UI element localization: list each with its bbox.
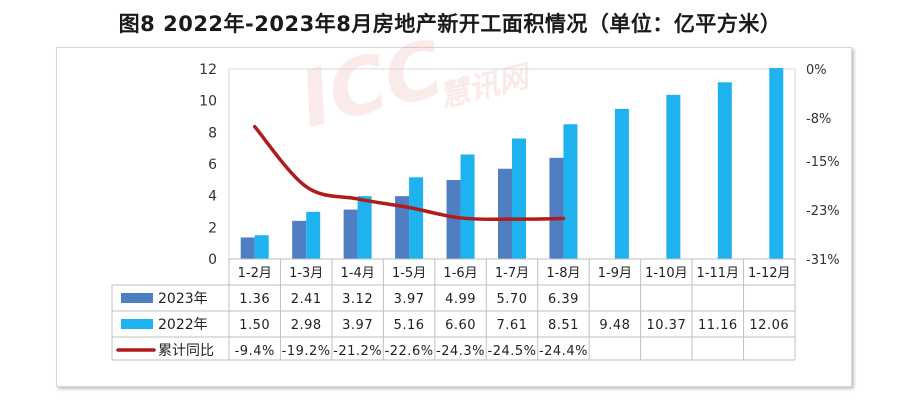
x-tick-label: 1-7月: [495, 266, 529, 281]
data-label-2022年-1-9月: 9.48: [599, 318, 630, 333]
line-point-1-3月: [304, 185, 308, 188]
bar-2022年-1-5月: [409, 177, 424, 259]
line-point-1-4月: [356, 197, 359, 201]
data-label-2023年-1-6月: 4.99: [445, 292, 476, 307]
y-right-tick-label: 0%: [806, 63, 827, 78]
data-label-累计同比-1-2月: -9.4%: [235, 344, 275, 359]
bar-2022年-1-11月: [717, 82, 732, 259]
bar-2022年-1-6月: [460, 154, 475, 259]
data-label-累计同比-1-7月: -24.5%: [488, 344, 537, 359]
legend-swatch-2023年: [121, 293, 153, 303]
x-tick-label: 1-12月: [748, 266, 791, 281]
bar-2022年-1-9月: [614, 108, 629, 260]
legend-swatch-2022年: [121, 319, 153, 329]
bar-2023年-1-6月: [446, 179, 461, 259]
x-tick-label: 1-9月: [598, 266, 632, 281]
y-left-tick-label: 8: [208, 125, 217, 141]
y-left-tick-label: 0: [208, 252, 217, 268]
data-label-2022年-1-2月: 1.50: [239, 318, 270, 333]
x-tick-label: 1-2月: [238, 266, 272, 281]
y-left-tick-label: 2: [208, 220, 217, 236]
x-tick-label: 1-10月: [645, 266, 688, 281]
data-label-2022年-1-4月: 3.97: [342, 318, 373, 333]
x-tick-label: 1-8月: [546, 266, 580, 281]
data-label-2022年-1-10月: 10.37: [647, 318, 687, 333]
bar-2022年-1-10月: [666, 94, 681, 259]
data-label-累计同比-1-8月: -24.4%: [539, 344, 588, 359]
data-label-2023年-1-4月: 3.12: [342, 292, 373, 307]
bar-2022年-1-3月: [306, 211, 321, 259]
data-label-2022年-1-7月: 7.61: [497, 318, 528, 333]
legend-label-2023年: 2023年: [158, 291, 208, 307]
data-label-2022年-1-12月: 12.06: [749, 318, 789, 333]
data-label-累计同比-1-5月: -22.6%: [385, 344, 434, 359]
data-label-2022年-1-3月: 2.98: [291, 318, 322, 333]
data-label-累计同比-1-3月: -19.2%: [282, 344, 331, 359]
y-left-tick-label: 4: [208, 189, 217, 205]
bar-2022年-1-12月: [769, 68, 784, 259]
bar-2023年-1-7月: [498, 168, 512, 259]
data-label-累计同比-1-6月: -24.3%: [436, 344, 485, 359]
x-tick-label: 1-4月: [341, 266, 375, 281]
x-tick-label: 1-3月: [289, 266, 323, 281]
bar-2023年-1-5月: [395, 196, 410, 259]
y-right-tick-label: -31%: [806, 253, 840, 268]
y-left-tick-label: 12: [199, 62, 217, 78]
data-label-2023年-1-8月: 6.39: [548, 292, 579, 307]
chart-title: 图8 2022年-2023年8月房地产新开工面积情况（单位：亿平方米）: [118, 12, 782, 36]
data-label-2022年-1-6月: 6.60: [445, 318, 476, 333]
legend-label-2022年: 2022年: [158, 317, 208, 333]
line-point-1-2月: [253, 125, 256, 128]
legend-label-累计同比: 累计同比: [158, 343, 214, 359]
data-label-2023年-1-5月: 3.97: [394, 292, 425, 307]
data-label-2023年-1-3月: 2.41: [291, 292, 322, 307]
y-right-tick-label: -15%: [806, 155, 840, 170]
x-tick-label: 1-11月: [697, 266, 740, 281]
data-label-2022年-1-8月: 8.51: [548, 318, 579, 333]
data-label-2023年-1-7月: 5.70: [497, 292, 528, 307]
bar-2023年-1-3月: [292, 220, 307, 259]
bar-2022年-1-2月: [254, 235, 269, 259]
y-right-tick-label: -8%: [806, 112, 831, 127]
y-left-tick-label: 10: [199, 94, 217, 110]
y-left-tick-label: 6: [208, 157, 217, 173]
line-point-1-8月: [562, 217, 565, 220]
bar-2022年-1-8月: [563, 124, 578, 259]
data-label-2022年-1-11月: 11.16: [698, 318, 738, 333]
line-point-1-5月: [407, 206, 411, 209]
bar-2023年-1-4月: [343, 209, 358, 259]
x-tick-label: 1-6月: [443, 266, 477, 281]
bar-2023年-1-2月: [240, 237, 255, 259]
x-tick-label: 1-5月: [392, 266, 426, 281]
bar-2022年-1-7月: [512, 138, 526, 259]
y-right-tick-label: -23%: [806, 204, 840, 219]
data-label-2022年-1-5月: 5.16: [394, 318, 425, 333]
bar-2022年-1-4月: [357, 196, 372, 259]
bar-2023年-1-8月: [549, 157, 564, 259]
line-point-1-7月: [510, 217, 514, 221]
data-label-累计同比-1-4月: -21.2%: [333, 344, 382, 359]
line-point-1-6月: [459, 216, 462, 220]
data-label-2023年-1-2月: 1.36: [239, 292, 270, 307]
